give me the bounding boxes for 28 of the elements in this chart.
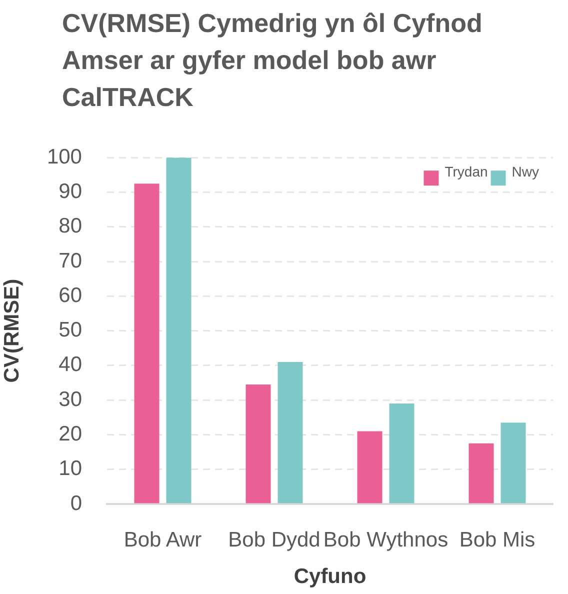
y-tick-label: 10 bbox=[58, 457, 82, 480]
y-tick-label: 60 bbox=[58, 284, 82, 307]
bar bbox=[357, 431, 382, 504]
legend-label: Trydan bbox=[444, 163, 488, 180]
y-tick-label: 100 bbox=[46, 145, 82, 168]
y-tick-label: 70 bbox=[58, 249, 82, 272]
x-tick-label: Bob Mis bbox=[459, 528, 536, 552]
bar bbox=[389, 404, 414, 504]
x-tick-label: Bob Dydd bbox=[228, 528, 320, 552]
y-tick-label: 40 bbox=[58, 353, 82, 376]
y-tick-label: 0 bbox=[70, 492, 82, 515]
bar bbox=[166, 158, 192, 504]
y-tick-label: 30 bbox=[58, 388, 82, 411]
legend-label: Nwy bbox=[512, 163, 540, 180]
x-tick-label: Bob Wythnos bbox=[323, 528, 448, 552]
bar bbox=[500, 422, 526, 504]
bar bbox=[134, 184, 160, 504]
bar bbox=[278, 362, 303, 504]
y-tick-label: 80 bbox=[58, 214, 82, 238]
y-tick-label: 20 bbox=[58, 422, 82, 446]
y-tick-label: 90 bbox=[58, 180, 82, 204]
x-axis-title: Cyfuno bbox=[294, 565, 366, 588]
x-tick-label: Bob Awr bbox=[124, 528, 202, 552]
y-axis-title: CV(RMSE) bbox=[0, 278, 24, 383]
bar bbox=[468, 443, 494, 504]
y-tick-label: 50 bbox=[58, 318, 82, 342]
bar bbox=[246, 384, 271, 504]
chart-title: CV(RMSE) Cymedrig yn ôl Cyfnod Amser ar gyfer model bob awr CalTRACK bbox=[62, 7, 484, 114]
